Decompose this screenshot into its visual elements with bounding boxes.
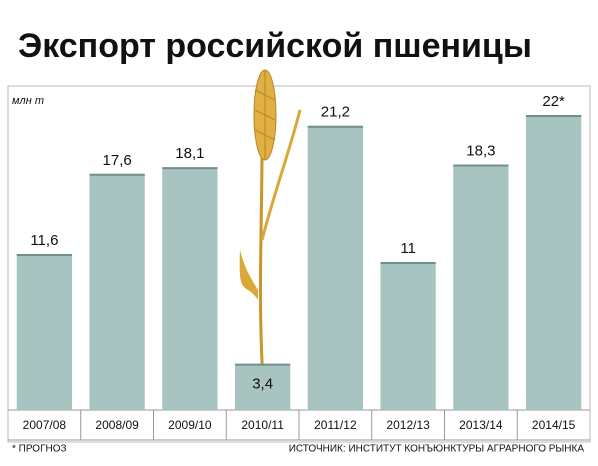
bar (453, 165, 509, 410)
source: ИСТОЧНИК: ИНСТИТУТ КОНЪЮНКТУРЫ АГРАРНОГО… (289, 444, 585, 455)
bar (16, 254, 73, 410)
value-label: 21,2 (321, 104, 350, 121)
value-label: 18,3 (466, 142, 495, 159)
bar (525, 116, 582, 410)
chart-title: Экспорт российской пшеницы (18, 27, 532, 65)
value-label: 3,4 (252, 376, 273, 393)
bar (307, 126, 364, 410)
chart-frame (7, 85, 591, 443)
value-label: 11,6 (30, 232, 58, 249)
value-label: 22* (542, 93, 565, 110)
value-label: 17,6 (103, 152, 132, 169)
value-label: 11 (400, 240, 416, 257)
bar (89, 174, 145, 410)
bar (162, 168, 218, 410)
footnote: * ПРОГНОЗ (12, 444, 67, 455)
x-tick-label: 2008/09 (95, 418, 139, 432)
x-tick-label: 2013/14 (459, 418, 503, 432)
x-tick-label: 2007/08 (23, 418, 67, 432)
x-tick-label: 2010/11 (241, 418, 284, 432)
wheat (239, 69, 302, 381)
bar (380, 263, 436, 410)
value-label: 18,1 (175, 145, 204, 162)
x-tick-label: 2014/15 (532, 418, 576, 432)
unit-label: млн т (12, 95, 44, 107)
x-tick-label: 2009/10 (168, 418, 212, 432)
bar (234, 364, 291, 410)
x-tick-label: 2011/12 (314, 418, 357, 432)
x-tick-label: 2012/13 (386, 418, 430, 432)
